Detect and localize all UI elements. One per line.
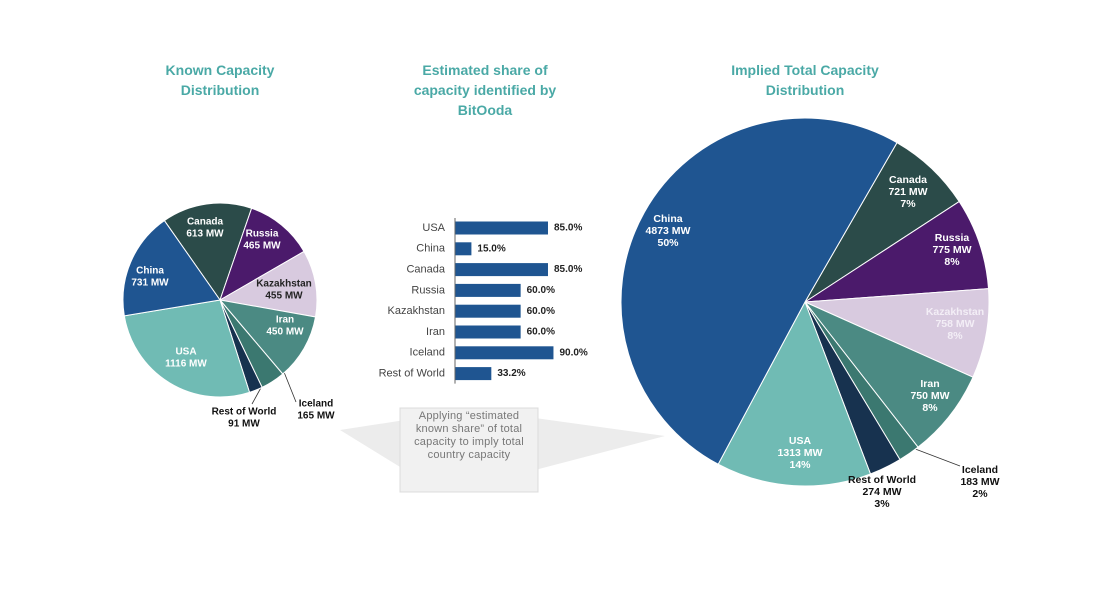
pie-slice [218, 299, 317, 375]
slice-label: Iran [276, 315, 294, 326]
slice-label: Russia [935, 232, 970, 244]
slice-label: Canada [889, 174, 927, 186]
slice-label: Kazakhstan [926, 306, 984, 318]
slice-label: Rest of World [848, 474, 916, 486]
slice-label: China [136, 266, 164, 277]
share-label: 8% [922, 402, 938, 414]
pie-slice [804, 200, 990, 303]
slice-label: Kazakhstan [256, 279, 312, 290]
chart-title: Known Capacity Distribution [165, 62, 275, 98]
value-label: 731 MW [131, 278, 169, 289]
category-label: Kazakhstan [388, 305, 445, 317]
share-label: 8% [944, 256, 960, 268]
bar [455, 283, 521, 297]
value-label: 15.0% [477, 243, 505, 254]
slice-label: Iceland [299, 399, 333, 410]
value-label: 613 MW [186, 229, 224, 240]
category-label: Iceland [410, 347, 445, 359]
value-label: 758 MW [935, 318, 974, 330]
category-label: Canada [406, 264, 445, 276]
share-label: 50% [657, 237, 679, 249]
slice-label: Russia [246, 229, 279, 240]
chart-title: Estimated share of capacity identified b… [413, 62, 557, 118]
share-label: 14% [789, 459, 811, 471]
value-label: 775 MW [932, 244, 971, 256]
value-label: 4873 MW [646, 225, 691, 237]
pie-slice [218, 250, 318, 318]
bar [455, 325, 521, 339]
category-label: Russia [411, 284, 446, 296]
value-label: 165 MW [297, 411, 335, 422]
bar [455, 263, 548, 277]
pie-slice [717, 300, 872, 487]
value-label: 60.0% [527, 306, 555, 317]
callout-pointer [340, 420, 405, 470]
value-label: 85.0% [554, 223, 582, 234]
value-label: 90.0% [559, 347, 587, 358]
value-label: 274 MW [862, 486, 901, 498]
value-label: 183 MW [960, 476, 999, 488]
share-label: 8% [947, 330, 963, 342]
pie-slice [804, 288, 990, 378]
slice-label: USA [175, 347, 196, 358]
callout-pointer [535, 418, 665, 470]
share-label: 2% [972, 488, 988, 500]
slice-label: Iceland [962, 464, 998, 476]
value-label: 60.0% [527, 285, 555, 296]
pie-slice [122, 219, 221, 317]
category-label: Iran [426, 326, 445, 338]
value-label: 85.0% [554, 264, 582, 275]
bar [455, 304, 521, 318]
pie-slice [620, 117, 898, 465]
share-label: 7% [900, 198, 916, 210]
value-label: 455 MW [265, 291, 303, 302]
category-label: Rest of World [379, 368, 445, 380]
pie-slice [163, 202, 253, 302]
slice-label: China [653, 213, 682, 225]
value-label: 91 MW [228, 419, 260, 430]
callout-text: Applying “estimated known share” of tota… [414, 410, 524, 461]
value-label: 1313 MW [778, 447, 823, 459]
value-label: 33.2% [497, 368, 525, 379]
slice-label: Canada [187, 217, 224, 228]
value-label: 1116 MW [165, 359, 207, 370]
pie-slice [219, 207, 305, 302]
chart-title: Implied Total Capacity Distribution [731, 62, 879, 98]
value-label: 465 MW [243, 241, 281, 252]
bar [455, 367, 492, 381]
value-label: 450 MW [266, 327, 304, 338]
leader-line [909, 446, 961, 467]
value-label: 721 MW [888, 186, 927, 198]
category-label: USA [422, 222, 445, 234]
callout-box [399, 407, 539, 493]
value-label: 750 MW [910, 390, 949, 402]
slice-label: Rest of World [212, 407, 277, 418]
category-label: China [416, 243, 446, 255]
slice-label: USA [789, 435, 812, 447]
value-label: 60.0% [527, 327, 555, 338]
share-label: 3% [874, 498, 890, 510]
bar [455, 346, 554, 360]
bar [455, 242, 472, 256]
bar [455, 221, 548, 235]
pie-slice [123, 299, 251, 398]
slice-label: Iran [920, 378, 939, 390]
